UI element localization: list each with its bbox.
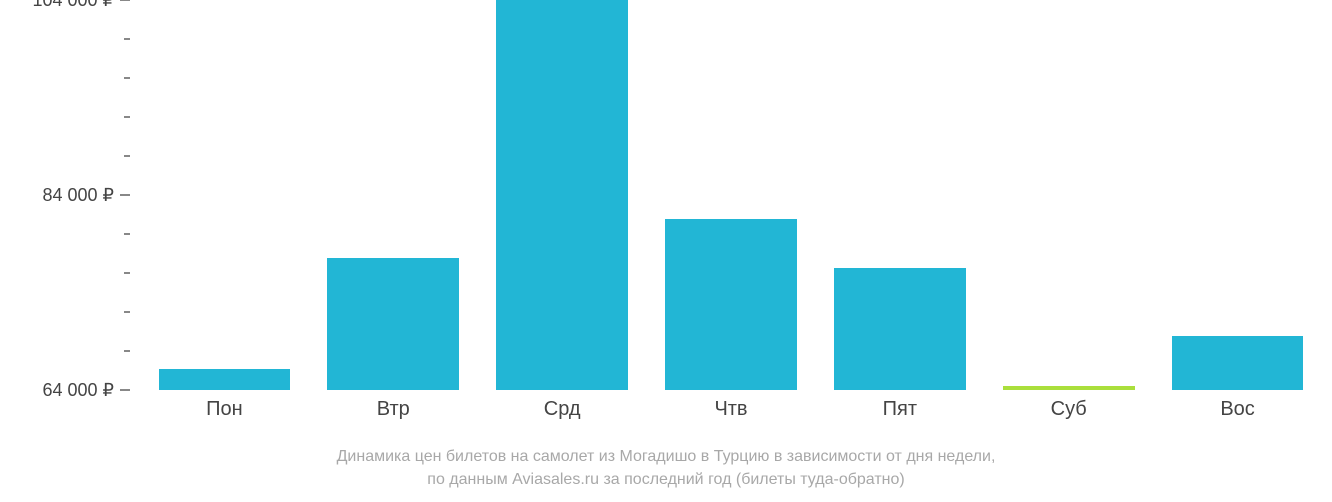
x-label-Суб: Суб: [1051, 398, 1087, 421]
y-tick-mark: [124, 77, 130, 79]
y-tick-minor: [124, 146, 130, 166]
y-tick-label: 104 000 ₽: [32, 0, 114, 11]
y-tick-minor: [124, 263, 130, 283]
bar-Чтв: [665, 219, 797, 390]
caption-line-2: по данным Aviasales.ru за последний год …: [0, 468, 1332, 491]
y-tick-mark: [124, 38, 130, 40]
price-weekday-chart: 64 000 ₽84 000 ₽104 000 ₽: [0, 0, 1332, 390]
x-label-Пон: Пон: [206, 398, 243, 421]
bar-Пон: [159, 369, 291, 390]
y-tick-minor: [124, 68, 130, 88]
y-tick-mark: [120, 389, 130, 391]
y-tick-minor: [124, 29, 130, 49]
y-tick-mark: [124, 272, 130, 274]
y-tick-mark: [124, 116, 130, 118]
bar-Срд: [496, 0, 628, 390]
y-tick-major: 84 000 ₽: [42, 185, 130, 205]
caption-line-1: Динамика цен билетов на самолет из Могад…: [0, 445, 1332, 468]
x-axis-labels: Пон Втр Срд Чтв Пят Суб Вос: [140, 398, 1322, 428]
plot-area: [140, 0, 1322, 390]
y-tick-mark: [124, 155, 130, 157]
x-label-Срд: Срд: [544, 398, 581, 421]
y-tick-mark: [124, 311, 130, 313]
bar-Пят: [834, 268, 966, 390]
x-label-Чтв: Чтв: [714, 398, 747, 421]
y-tick-mark: [124, 233, 130, 235]
y-tick-major: 104 000 ₽: [32, 0, 130, 10]
y-tick-mark: [120, 194, 130, 196]
chart-caption: Динамика цен билетов на самолет из Могад…: [0, 445, 1332, 491]
x-label-Втр: Втр: [377, 398, 410, 421]
y-tick-major: 64 000 ₽: [42, 380, 130, 400]
bar-Суб: [1003, 386, 1135, 390]
bar-Втр: [327, 258, 459, 390]
x-label-Вос: Вос: [1220, 398, 1254, 421]
y-tick-label: 84 000 ₽: [42, 185, 114, 206]
y-tick-minor: [124, 302, 130, 322]
y-tick-minor: [124, 224, 130, 244]
x-label-Пят: Пят: [883, 398, 917, 421]
y-tick-minor: [124, 107, 130, 127]
y-tick-mark: [120, 0, 130, 1]
bar-Вос: [1172, 336, 1304, 390]
y-tick-label: 64 000 ₽: [42, 380, 114, 401]
y-tick-minor: [124, 341, 130, 361]
y-tick-mark: [124, 350, 130, 352]
y-axis: 64 000 ₽84 000 ₽104 000 ₽: [0, 0, 130, 390]
